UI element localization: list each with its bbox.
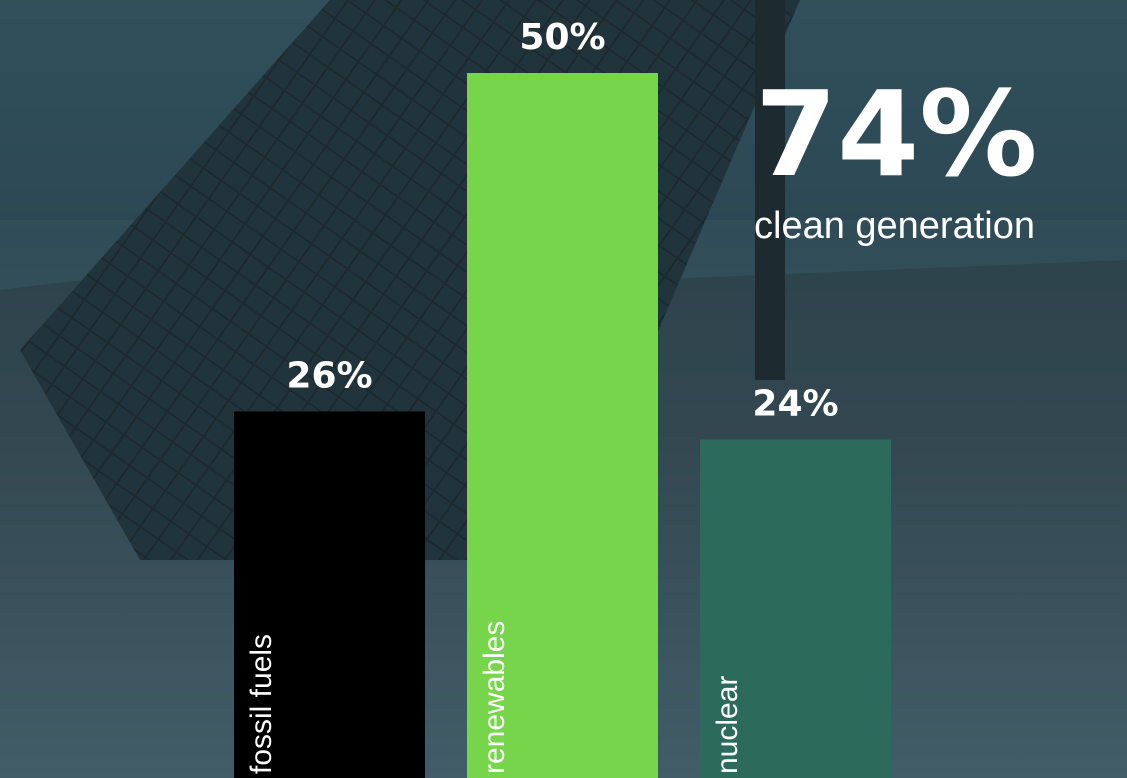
headline-caption: clean generation <box>754 205 1035 247</box>
category-label: renewables <box>478 621 511 774</box>
page: 2021 74% clean generation 26% fossil fuel… <box>0 0 1127 778</box>
value-label: 50% <box>519 17 605 58</box>
category-label: fossil fuels <box>245 634 278 774</box>
value-label: 24% <box>752 384 838 425</box>
value-label: 26% <box>286 355 372 396</box>
side-label: 2021 <box>0 481 8 659</box>
chart: 2021 74% clean generation 26% fossil fuel… <box>0 0 1127 778</box>
headline: 74% <box>755 65 1037 203</box>
category-label: nuclear <box>711 676 744 774</box>
